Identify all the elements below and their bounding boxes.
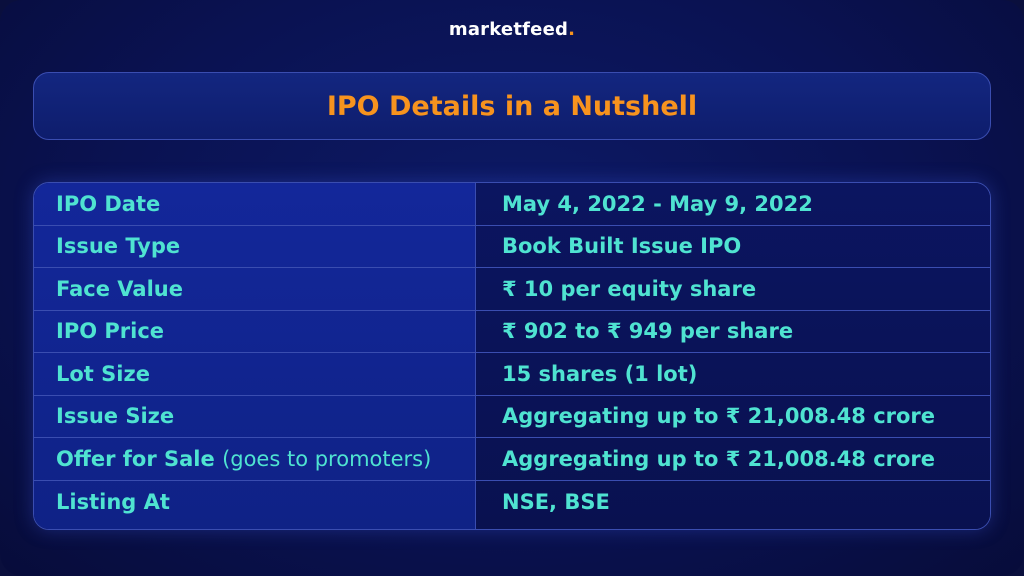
table-row-value: Book Built Issue IPO: [476, 226, 990, 268]
row-value: Book Built Issue IPO: [502, 234, 742, 259]
table-row-value: 15 shares (1 lot): [476, 353, 990, 396]
row-value: 15 shares (1 lot): [502, 361, 698, 386]
brand-name: marketfeed: [448, 19, 569, 40]
row-label: Issue Type: [56, 234, 181, 259]
row-label: Issue Size: [56, 404, 175, 429]
row-label: IPO Price: [56, 319, 165, 344]
row-value: Aggregating up to ₹ 21,008.48 crore: [502, 404, 936, 429]
table-row-label: Listing At: [34, 481, 475, 524]
table-row-value: NSE, BSE: [476, 481, 990, 524]
ipo-details-table: IPO Date Issue Type Face Value IPO Price…: [33, 182, 991, 530]
table-row-value: ₹ 10 per equity share: [476, 268, 990, 311]
table-row-label: Lot Size: [34, 353, 475, 396]
value-column: May 4, 2022 - May 9, 2022 Book Built Iss…: [476, 183, 990, 529]
row-label: Lot Size: [56, 361, 150, 386]
table-row-label: Offer for Sale (goes to promoters): [34, 438, 475, 481]
table-row-label: Issue Type: [34, 226, 475, 268]
brand-logo: marketfeed.: [0, 19, 1024, 40]
table-row-label: Issue Size: [34, 396, 475, 438]
row-label: IPO Date: [56, 191, 161, 216]
label-column: IPO Date Issue Type Face Value IPO Price…: [34, 183, 476, 529]
table-row-value: ₹ 902 to ₹ 949 per share: [476, 311, 990, 353]
table-row-label: Face Value: [34, 268, 475, 311]
table-row-label: IPO Date: [34, 183, 475, 226]
page-title: IPO Details in a Nutshell: [326, 90, 698, 122]
table-row-value: May 4, 2022 - May 9, 2022: [476, 183, 990, 226]
row-label: Listing At: [56, 489, 170, 514]
row-value: May 4, 2022 - May 9, 2022: [502, 191, 813, 216]
brand-dot: .: [568, 19, 576, 40]
row-label-note: (goes to promoters): [222, 446, 432, 471]
row-value: ₹ 10 per equity share: [502, 276, 757, 301]
row-value: NSE, BSE: [502, 489, 610, 514]
row-value: Aggregating up to ₹ 21,008.48 crore: [502, 446, 936, 471]
table-row-label: IPO Price: [34, 311, 475, 353]
table-row-value: Aggregating up to ₹ 21,008.48 crore: [476, 438, 990, 481]
row-value: ₹ 902 to ₹ 949 per share: [502, 319, 794, 344]
table-row-value: Aggregating up to ₹ 21,008.48 crore: [476, 396, 990, 438]
row-label: Offer for Sale: [56, 446, 215, 471]
title-banner: IPO Details in a Nutshell: [33, 72, 991, 140]
row-label: Face Value: [56, 276, 183, 301]
